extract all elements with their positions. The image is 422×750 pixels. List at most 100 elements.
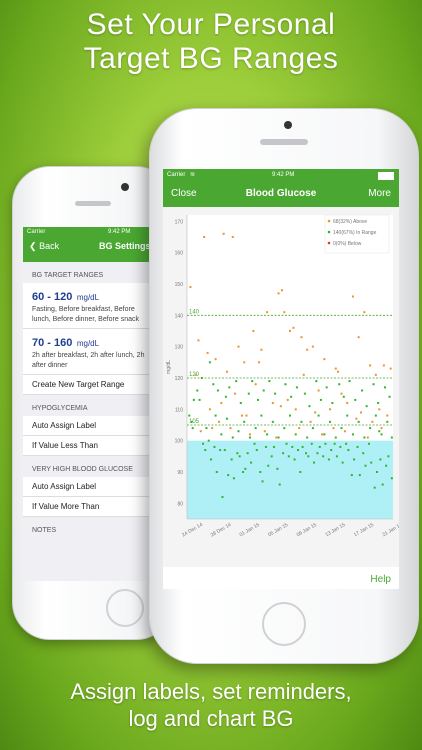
carrier-label: Carrier bbox=[167, 172, 186, 178]
data-point-in-range bbox=[256, 398, 259, 401]
data-point-in-range bbox=[272, 445, 275, 448]
data-point-in-range bbox=[261, 480, 264, 483]
data-point-above bbox=[214, 358, 217, 361]
data-point-above bbox=[292, 326, 295, 329]
section-notes: NOTES bbox=[32, 527, 57, 534]
data-point-above bbox=[314, 411, 317, 414]
data-point-in-range bbox=[351, 433, 354, 436]
data-point-in-range bbox=[196, 389, 199, 392]
footline: Assign labels, set reminders, log and ch… bbox=[0, 678, 422, 732]
target-range-2[interactable]: 70 - 160 mg/dL 2h after breakfast, 2h af… bbox=[23, 329, 161, 375]
data-point-in-range bbox=[192, 398, 195, 401]
data-point-above bbox=[231, 235, 234, 238]
y-tick-label: 140 bbox=[175, 313, 184, 319]
hypo-auto-assign-row[interactable]: Auto Assign Label bbox=[23, 416, 161, 436]
glucose-chart[interactable]: 80 90 100 110 120 130 140 150 160 170 mg/dL 140 120 1… bbox=[163, 207, 399, 567]
data-point-in-range bbox=[306, 436, 309, 439]
data-point-above bbox=[195, 373, 198, 376]
data-point-in-range bbox=[390, 477, 393, 480]
data-point-above bbox=[248, 433, 251, 436]
data-point-in-range bbox=[277, 436, 280, 439]
data-point-in-range bbox=[356, 445, 359, 448]
data-point-above bbox=[359, 411, 362, 414]
data-point-above bbox=[199, 430, 202, 433]
data-point-in-range bbox=[367, 442, 370, 445]
data-point-in-range bbox=[291, 445, 294, 448]
data-point-in-range bbox=[361, 389, 364, 392]
data-point-in-range bbox=[200, 376, 203, 379]
data-point-in-range bbox=[350, 474, 353, 477]
data-point-in-range bbox=[250, 461, 253, 464]
data-point-above bbox=[386, 414, 389, 417]
data-point-in-range bbox=[338, 383, 341, 386]
data-point-above bbox=[266, 311, 269, 314]
data-point-above bbox=[306, 348, 309, 351]
data-point-in-range bbox=[260, 414, 263, 417]
data-point-in-range bbox=[223, 449, 226, 452]
data-point-in-range bbox=[375, 470, 378, 473]
y-tick-label: 120 bbox=[175, 376, 184, 382]
data-point-in-range bbox=[239, 402, 242, 405]
data-point-in-range bbox=[363, 436, 366, 439]
data-point-in-range bbox=[301, 445, 304, 448]
data-point-in-range bbox=[208, 361, 211, 364]
data-point-in-range bbox=[323, 433, 326, 436]
data-point-in-range bbox=[294, 433, 297, 436]
speaker-grille bbox=[75, 201, 111, 206]
data-point-above bbox=[237, 345, 240, 348]
blood-glucose-screen: Carrier ≋ 9:42 PM Close Blood Glucose Mo… bbox=[163, 169, 399, 589]
data-point-in-range bbox=[354, 398, 357, 401]
status-time: 9:42 PM bbox=[108, 229, 131, 235]
close-button[interactable]: Close bbox=[171, 188, 197, 199]
high-auto-assign-row[interactable]: Auto Assign Label bbox=[23, 477, 161, 497]
x-tick-label: 28 Dec 14 bbox=[210, 522, 233, 539]
x-tick-label: 17 Jan 15 bbox=[353, 522, 375, 538]
y-tick-label: 170 bbox=[175, 219, 184, 225]
range-unit: mg/dL bbox=[76, 293, 100, 302]
data-point-in-range bbox=[295, 386, 298, 389]
high-if-more-than-row[interactable]: If Value More Than bbox=[23, 497, 161, 517]
data-point-in-range bbox=[274, 392, 277, 395]
chevron-left-icon: ❮ bbox=[29, 241, 37, 251]
headline-line-1: Set Your Personal bbox=[86, 8, 336, 41]
data-point-in-range bbox=[289, 414, 291, 417]
data-point-in-range bbox=[267, 464, 270, 467]
data-point-in-range bbox=[247, 392, 250, 395]
y-tick-label: 150 bbox=[175, 282, 184, 288]
data-point-in-range bbox=[228, 386, 231, 389]
data-point-in-range bbox=[238, 455, 241, 458]
data-point-above bbox=[271, 402, 274, 405]
data-point-above bbox=[294, 408, 297, 411]
data-point-in-range bbox=[342, 395, 345, 398]
hypo-if-less-than-row[interactable]: If Value Less Than bbox=[23, 436, 161, 456]
help-button[interactable]: Help bbox=[370, 574, 391, 585]
data-point-in-range bbox=[198, 398, 201, 401]
x-tick-label: 13 Jan 15 bbox=[324, 522, 346, 538]
x-tick-label: 01 Jan 15 bbox=[239, 522, 261, 538]
data-point-above bbox=[218, 420, 221, 423]
data-point-in-range bbox=[329, 420, 332, 423]
y-tick-label: 110 bbox=[175, 407, 183, 413]
create-target-range-button[interactable]: Create New Target Range bbox=[23, 375, 161, 395]
y-tick-label: 130 bbox=[175, 345, 184, 351]
headline-line-2: Target BG Ranges bbox=[83, 42, 339, 75]
home-button[interactable] bbox=[106, 589, 144, 627]
data-point-above bbox=[240, 414, 243, 417]
data-point-above bbox=[355, 417, 358, 420]
legend-label: 140(67%) In Range bbox=[333, 230, 377, 236]
x-tick-label: 24 Dec 14 bbox=[181, 522, 204, 539]
data-point-in-range bbox=[316, 452, 319, 455]
scatter-plot: 80 90 100 110 120 130 140 150 160 170 mg/dL 140 120 1… bbox=[166, 214, 399, 539]
home-button[interactable] bbox=[262, 602, 306, 646]
legend-marker bbox=[327, 230, 331, 234]
data-point-in-range bbox=[293, 458, 296, 461]
data-point-in-range bbox=[347, 449, 350, 452]
data-point-in-range bbox=[297, 449, 300, 452]
data-point-above bbox=[208, 408, 211, 411]
target-range-1[interactable]: 60 - 120 mg/dL Fasting, Before breakfast… bbox=[23, 283, 161, 329]
back-button[interactable]: ❮ Back bbox=[29, 241, 59, 252]
data-point-in-range bbox=[205, 427, 208, 430]
data-point-above bbox=[289, 329, 291, 332]
more-button[interactable]: More bbox=[368, 188, 391, 199]
data-point-in-range bbox=[221, 496, 224, 499]
